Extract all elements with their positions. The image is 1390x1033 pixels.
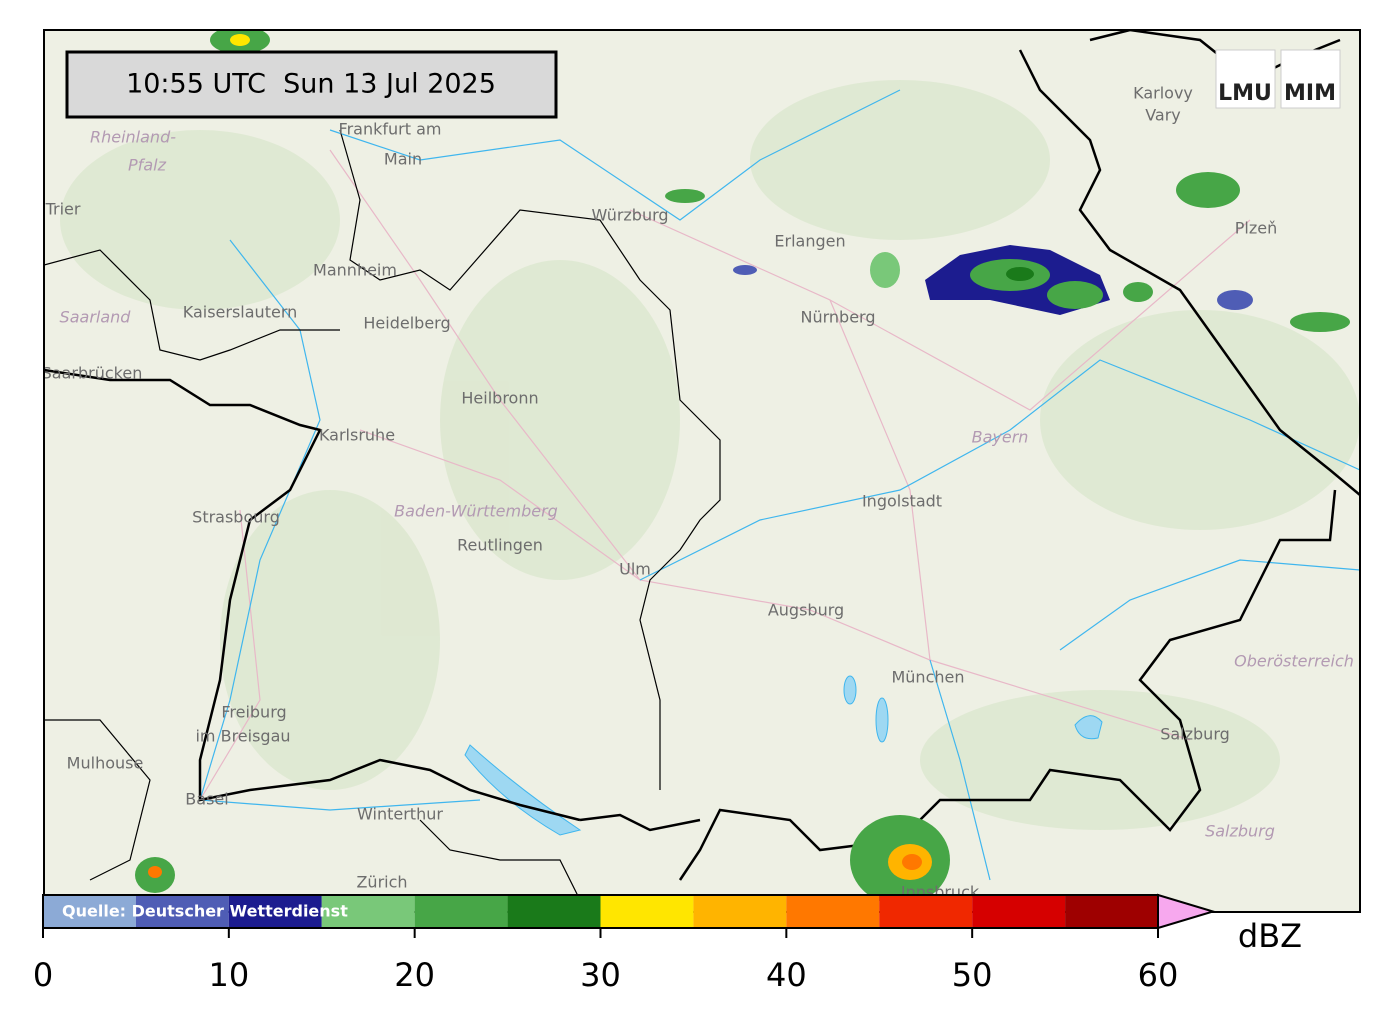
colorbar: Quelle: Deutscher Wetterdienst 0 10 20 30 40 5… xyxy=(33,893,1302,994)
tick-label: 60 xyxy=(1138,956,1179,994)
tick-label: 0 xyxy=(33,956,53,994)
tick-label: 30 xyxy=(580,956,621,994)
tick-label: 20 xyxy=(394,956,435,994)
tick-label: 50 xyxy=(952,956,993,994)
state-borders xyxy=(44,129,721,901)
place-labels: Frankfurt am Main Rheinland- Pfalz Trier Würz… xyxy=(42,84,1354,902)
place-label: Mulhouse xyxy=(67,754,144,773)
place-label: Saarland xyxy=(60,308,132,327)
place-label: Winterthur xyxy=(357,805,443,824)
place-label: Salzburg xyxy=(1160,725,1230,744)
tick-label: 40 xyxy=(766,956,807,994)
lake xyxy=(843,675,857,705)
place-label: Karlsruhe xyxy=(319,426,395,445)
colorbar-bin xyxy=(507,895,601,928)
place-label: Basel xyxy=(185,790,228,809)
place-label: Rheinland- xyxy=(90,128,176,147)
colorbar-bin xyxy=(321,895,415,928)
lake xyxy=(875,697,889,743)
place-label: Trier xyxy=(45,200,81,219)
colorbar-bin xyxy=(600,895,694,928)
timestamp-box xyxy=(65,50,558,119)
lake xyxy=(1074,715,1103,740)
place-label: Zürich xyxy=(356,873,407,892)
place-label: Mannheim xyxy=(313,261,397,280)
place-label: Main xyxy=(384,150,422,169)
place-label: Plzeň xyxy=(1235,219,1277,238)
logo-box xyxy=(1280,49,1341,109)
place-label: Bayern xyxy=(972,428,1029,447)
source-label: Quelle: Deutscher Wetterdienst xyxy=(62,902,348,921)
rivers xyxy=(199,89,1360,881)
tick-label: 10 xyxy=(208,956,249,994)
place-label: Heidelberg xyxy=(363,314,450,333)
colorbar-bin xyxy=(414,895,508,928)
place-label: Oberösterreich xyxy=(1234,652,1354,671)
timestamp: 10:55 UTC Sun 13 Jul 2025 xyxy=(126,69,496,100)
place-label: Pfalz xyxy=(128,156,167,175)
logo: MIM xyxy=(1284,81,1336,106)
colorbar-bin xyxy=(972,895,1066,928)
colorbar-bin xyxy=(228,895,322,928)
place-label: Frankfurt am xyxy=(339,120,442,139)
place-label: Ingolstadt xyxy=(862,492,942,511)
place-label: Erlangen xyxy=(774,232,845,251)
place-label: im Breisgau xyxy=(195,727,290,746)
colorbar-bin xyxy=(43,895,136,928)
place-label: Baden-Württemberg xyxy=(394,502,558,521)
place-label: München xyxy=(891,668,964,687)
place-label: Heilbronn xyxy=(461,389,538,408)
place-label: Kaiserslautern xyxy=(183,303,298,322)
colorbar-bin xyxy=(135,895,229,928)
colorbar-bin xyxy=(693,895,787,928)
place-label: Freiburg xyxy=(221,703,286,722)
map: Frankfurt am Main Rheinland- Pfalz Trier Würz… xyxy=(42,30,1360,912)
place-label: Vary xyxy=(1145,106,1181,125)
colorbar-unit: dBZ xyxy=(1238,917,1302,955)
place-label: Karlovy xyxy=(1133,84,1193,103)
colorbar-bin xyxy=(879,895,973,928)
radar-echoes xyxy=(135,30,1350,905)
place-label: Saarbrücken xyxy=(42,364,143,383)
logo-box xyxy=(1215,49,1276,109)
place-label: Augsburg xyxy=(768,601,844,620)
colorbar-bin xyxy=(786,895,880,928)
place-label: Würzburg xyxy=(591,206,668,225)
colorbar-bin xyxy=(1065,895,1158,928)
place-label: Ulm xyxy=(619,560,651,579)
place-label: Reutlingen xyxy=(457,536,543,555)
logo: LMU xyxy=(1218,81,1272,106)
place-label: Strasbourg xyxy=(192,508,280,527)
place-label: Salzburg xyxy=(1205,822,1275,841)
forest-areas xyxy=(60,80,1360,830)
place-label: Nürnberg xyxy=(801,308,876,327)
